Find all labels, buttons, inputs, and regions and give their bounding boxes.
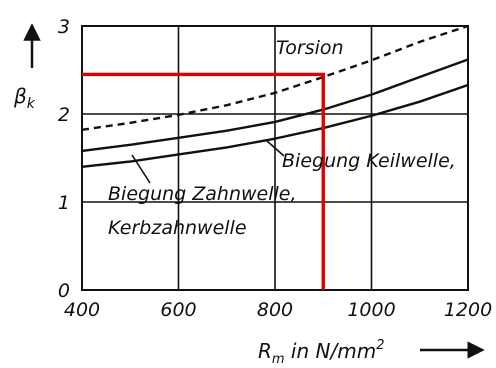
y-tick-label: 3: [58, 16, 70, 38]
x-tick-label: 1200: [444, 299, 492, 321]
annotation-keilwelle: Biegung Keilwelle,: [282, 150, 456, 172]
x-axis-title: Rm in N/mm2: [258, 338, 384, 367]
leader-zahnwelle: [131, 154, 151, 184]
leader-keilwelle: [266, 140, 285, 157]
y-axis-title: βk: [13, 84, 36, 112]
plot-frame: [81, 25, 469, 291]
tick-labels: 400 600 800 1000 1200 0 1 2 3: [58, 16, 492, 321]
x-tick-label: 1000: [347, 299, 395, 321]
y-axis-title-sub: k: [27, 96, 36, 112]
x-axis-title-main: R: [258, 339, 272, 363]
annotation-torsion: Torsion: [276, 37, 344, 59]
reading-layer: [82, 72, 325, 290]
x-axis-title-rest: in N/mm: [285, 339, 377, 363]
x-tick-label: 400: [64, 299, 100, 321]
series-layer: [81, 24, 469, 168]
annotation-kerbzahnwelle: Kerbzahnwelle: [108, 217, 247, 239]
series-line-0: [81, 24, 469, 132]
y-tick-label: 1: [58, 192, 70, 214]
y-tick-label: 2: [58, 104, 70, 126]
reading-line: [82, 72, 325, 290]
series-line-1: [81, 58, 469, 153]
y-axis-title-main: β: [13, 84, 27, 108]
x-tick-label: 600: [160, 299, 196, 321]
annotation-zahnwelle: Biegung Zahnwelle,: [108, 183, 297, 205]
y-tick-label: 0: [58, 280, 70, 302]
series-line-2: [81, 83, 469, 168]
x-axis-title-sup: 2: [376, 338, 384, 353]
x-axis-title-sub: m: [272, 352, 285, 367]
x-tick-label: 800: [257, 299, 293, 321]
